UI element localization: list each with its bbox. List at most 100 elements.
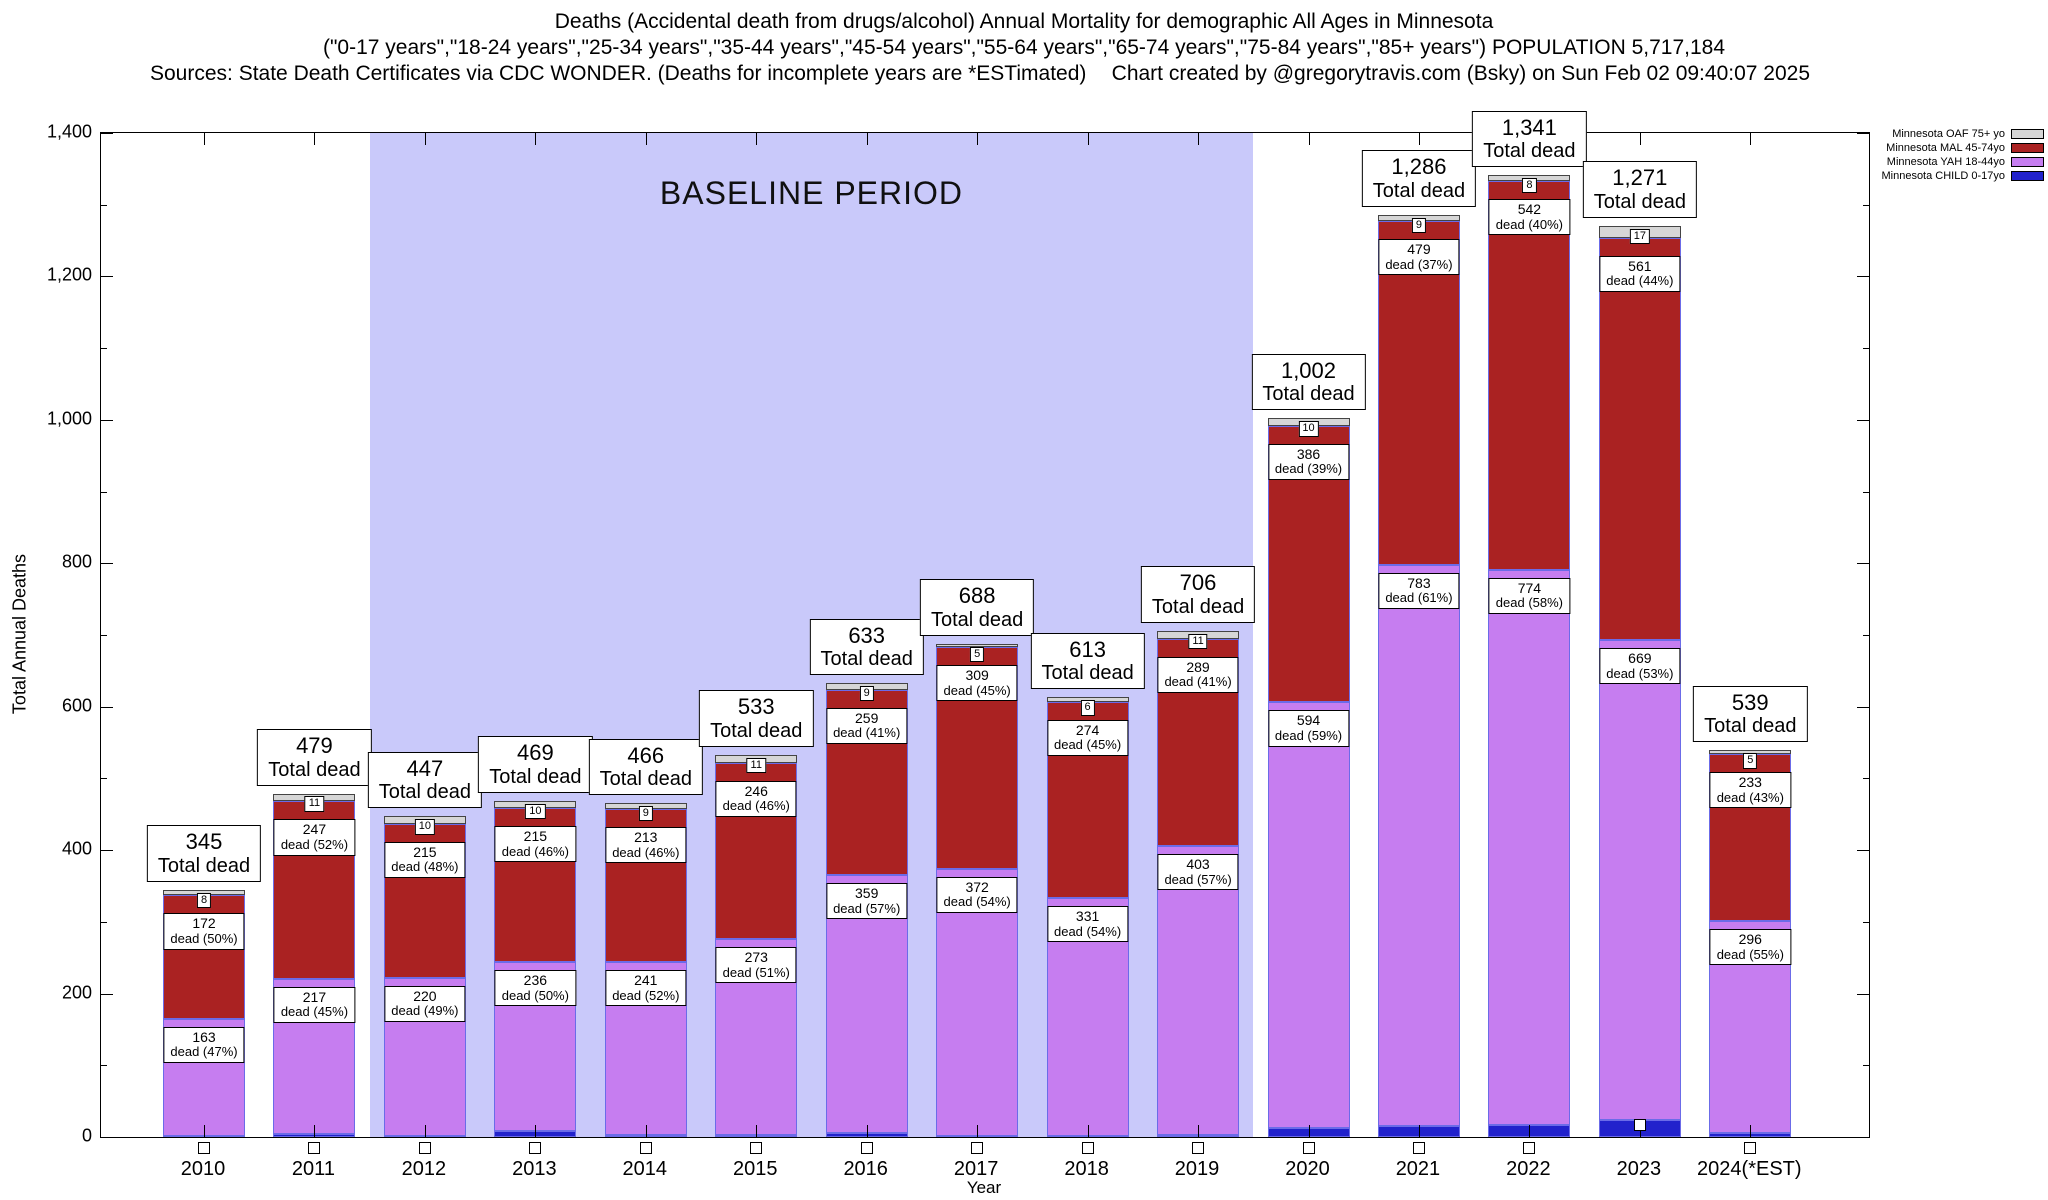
total-deaths-label: 706 Total dead (1140, 566, 1256, 623)
yah-count: 331 (1075, 908, 1100, 925)
total-caption: Total dead (820, 648, 913, 671)
x-tick-label: 2016 (843, 1158, 888, 1180)
y-tick-label: 400 (61, 838, 92, 859)
y-minor-tick-mark (1863, 1065, 1869, 1067)
child-callout-marker (1633, 1118, 1646, 1131)
x-tick-mark (645, 1125, 647, 1137)
mal-callout: 289 dead (41%) (1157, 656, 1239, 693)
oaf-count-label: 8 (1522, 178, 1537, 194)
y-minor-tick-mark (101, 635, 107, 636)
y-minor-tick-mark (101, 778, 107, 780)
yah-count: 594 (1296, 712, 1321, 729)
y-minor-tick-mark (101, 491, 107, 493)
bar-segment-yah (1267, 702, 1350, 1129)
legend-swatch (2011, 171, 2044, 181)
total-count: 469 (516, 740, 554, 766)
yah-count: 774 (1517, 579, 1542, 596)
mal-callout: 259 dead (41%) (826, 707, 908, 744)
total-count: 466 (627, 742, 665, 768)
total-caption: Total dead (157, 854, 251, 877)
y-minor-tick-mark (1863, 635, 1869, 636)
y-tick-mark (101, 993, 113, 995)
legend-label: Minnesota MAL 45-74yo (1886, 142, 2005, 154)
total-caption: Total dead (1041, 662, 1134, 685)
yah-callout: 236 dead (50%) (494, 970, 576, 1007)
bar-segment-yah (1488, 569, 1571, 1125)
mal-callout: 542 dead (40%) (1488, 199, 1570, 236)
y-minor-tick-mark (1863, 348, 1869, 350)
mal-callout: 561 dead (44%) (1599, 255, 1681, 292)
yah-percent: dead (59%) (1274, 728, 1343, 744)
total-count: 533 (737, 694, 775, 720)
child-callout-marker (198, 1142, 210, 1154)
yah-callout: 372 dead (54%) (936, 876, 1018, 913)
mal-count: 309 (965, 667, 989, 684)
baseline-period-label: BASELINE PERIOD (659, 175, 964, 211)
legend-item: Minnesota CHILD 0-17yo (1881, 170, 2044, 182)
child-callout-marker (639, 1142, 652, 1154)
mal-callout: 215 dead (48%) (384, 841, 466, 878)
child-callout-marker (418, 1142, 431, 1154)
yah-callout: 296 dead (55%) (1709, 929, 1791, 966)
total-count: 688 (958, 583, 996, 609)
mal-percent: dead (52%) (280, 837, 349, 853)
bar-segment-mal (1488, 181, 1571, 570)
yah-percent: dead (45%) (280, 1004, 349, 1020)
oaf-count-label: 10 (525, 803, 546, 819)
total-caption: Total dead (710, 719, 803, 742)
total-count: 706 (1179, 570, 1217, 596)
yah-callout: 359 dead (57%) (826, 883, 908, 920)
total-count: 1,271 (1612, 165, 1668, 191)
total-caption: Total dead (1704, 715, 1797, 738)
y-tick-mark (101, 133, 113, 134)
mal-percent: dead (45%) (1053, 737, 1122, 753)
x-tick-mark (424, 133, 426, 145)
x-tick-mark (1087, 133, 1089, 145)
legend: Minnesota OAF 75+ yo Minnesota MAL 45-74y… (1881, 128, 2044, 184)
total-caption: Total dead (930, 608, 1024, 631)
y-tick-mark (1857, 993, 1869, 995)
y-minor-tick-mark (101, 921, 107, 923)
yah-callout: 241 dead (52%) (605, 970, 687, 1007)
yah-callout: 220 dead (49%) (384, 985, 466, 1022)
y-minor-tick-mark (101, 1065, 107, 1067)
total-count: 539 (1731, 690, 1769, 716)
mal-percent: dead (46%) (722, 798, 790, 814)
oaf-count-label: 9 (1411, 217, 1426, 233)
total-caption: Total dead (1372, 179, 1466, 202)
x-tick-label: 2017 (953, 1158, 999, 1180)
yah-callout: 669 dead (53%) (1599, 648, 1681, 685)
oaf-count-label: 10 (1298, 421, 1319, 437)
x-tick-mark (756, 1125, 758, 1137)
total-caption: Total dead (489, 765, 582, 788)
total-caption: Total dead (268, 758, 361, 781)
x-tick-mark (1529, 1125, 1531, 1137)
x-tick-label: 2013 (512, 1158, 557, 1180)
x-tick-mark (1087, 1125, 1089, 1137)
x-tick-label: 2021 (1395, 1158, 1441, 1180)
mal-count: 172 (192, 915, 216, 932)
mal-percent: dead (46%) (612, 844, 680, 860)
yah-count: 236 (523, 972, 548, 989)
total-count: 1,341 (1501, 115, 1557, 141)
yah-count: 163 (192, 1028, 216, 1045)
total-caption: Total dead (378, 781, 472, 804)
bar-segment-yah (936, 868, 1019, 1136)
total-deaths-label: 469 Total dead (478, 736, 593, 793)
oaf-count-label: 11 (304, 796, 325, 812)
yah-percent: dead (57%) (833, 900, 901, 916)
yah-count: 217 (302, 988, 327, 1005)
y-minor-tick-mark (1863, 204, 1869, 206)
x-tick-mark (204, 1125, 205, 1137)
total-count: 447 (406, 756, 444, 782)
mal-percent: dead (46%) (501, 843, 569, 859)
oaf-count-label: 10 (414, 819, 436, 835)
total-count: 1,286 (1391, 154, 1447, 180)
chart-subtitle: ("0-17 years","18-24 years","25-34 years… (322, 36, 1726, 59)
mal-percent: dead (50%) (170, 930, 238, 946)
mal-callout: 386 dead (39%) (1267, 443, 1350, 480)
y-tick-mark (1857, 1137, 1869, 1138)
total-deaths-label: 1,002 Total dead (1251, 354, 1366, 411)
y-tick-label: 1,400 (46, 121, 92, 142)
total-deaths-label: 479 Total dead (257, 729, 372, 786)
